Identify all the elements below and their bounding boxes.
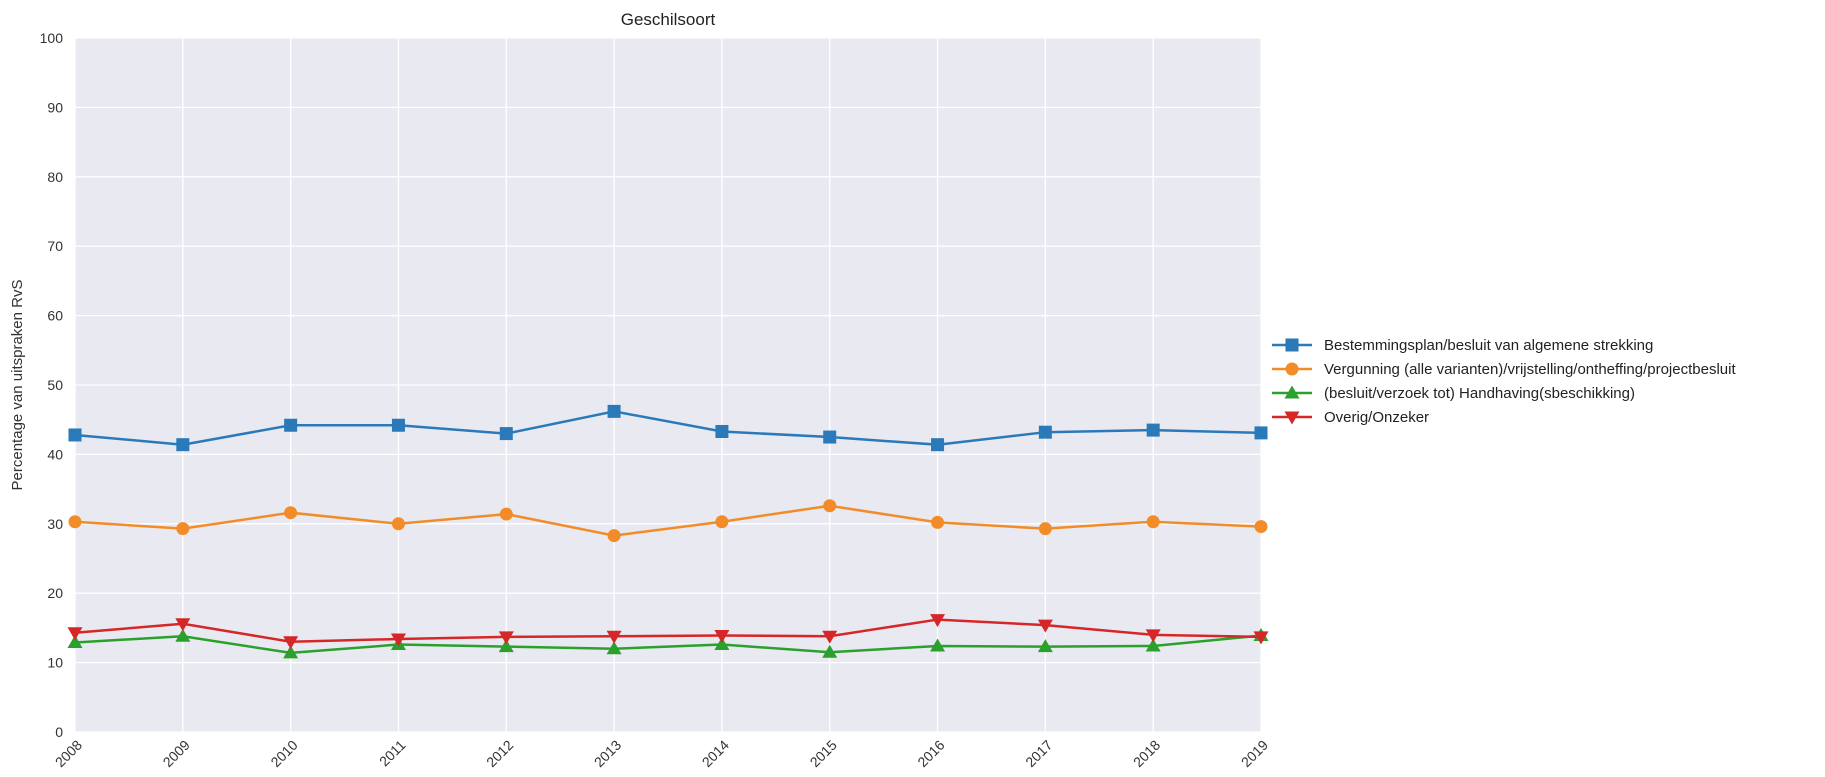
data-point <box>68 515 82 529</box>
legend-swatch-marker <box>1285 338 1299 352</box>
data-point <box>606 641 622 655</box>
data-point <box>823 430 837 444</box>
x-tick-label: 2016 <box>914 737 947 770</box>
y-tick-label: 40 <box>47 446 63 462</box>
y-tick-label: 70 <box>47 238 63 254</box>
chart-title: Geschilsoort <box>621 10 716 29</box>
legend-label: Bestemmingsplan/besluit van algemene str… <box>1324 337 1653 354</box>
data-point <box>1037 639 1053 653</box>
y-tick-label: 50 <box>47 377 63 393</box>
legend-label: Vergunning (alle varianten)/vrijstelling… <box>1324 361 1736 378</box>
x-tick-label: 2011 <box>376 737 409 770</box>
data-point <box>499 507 513 521</box>
x-tick-label: 2019 <box>1238 737 1271 770</box>
series-3 <box>67 628 1269 659</box>
y-tick-label: 30 <box>47 516 63 532</box>
data-point <box>1146 515 1160 529</box>
y-tick-label: 80 <box>47 169 63 185</box>
data-point <box>284 418 298 432</box>
y-tick-label: 60 <box>47 308 63 324</box>
legend-swatch-marker <box>1284 411 1300 425</box>
data-point <box>67 627 83 641</box>
series-line <box>74 634 1262 655</box>
series-line <box>74 410 1262 446</box>
x-tick-label: 2010 <box>267 737 300 770</box>
data-point <box>931 438 945 452</box>
data-point <box>607 404 621 418</box>
legend-item: Overig/Onzeker <box>1272 409 1429 426</box>
legend-item: (besluit/verzoek tot) Handhaving(sbeschi… <box>1272 385 1635 402</box>
data-point <box>823 499 837 513</box>
x-tick-label: 2014 <box>699 737 732 770</box>
data-point <box>68 428 82 442</box>
y-tick-label: 0 <box>55 724 63 740</box>
data-point <box>930 638 946 652</box>
legend-item: Vergunning (alle varianten)/vrijstelling… <box>1272 361 1736 378</box>
series-line <box>74 504 1262 537</box>
data-point <box>715 515 729 529</box>
x-tick-label: 2013 <box>591 737 624 770</box>
series-4 <box>67 614 1269 650</box>
series-2 <box>68 499 1268 543</box>
data-point <box>1253 631 1269 645</box>
data-point <box>930 614 946 628</box>
series-layer <box>67 404 1269 659</box>
y-axis-label: Percentage van uitspraken RvS <box>9 280 26 491</box>
y-tick-label: 90 <box>47 99 63 115</box>
data-point <box>176 522 190 536</box>
y-tick-label: 10 <box>47 655 63 671</box>
data-point <box>284 506 298 520</box>
data-point <box>1037 619 1053 633</box>
series-line <box>74 618 1262 644</box>
x-tick-label: 2008 <box>52 737 85 770</box>
data-point <box>499 427 513 441</box>
data-point <box>714 630 730 644</box>
data-point <box>176 438 190 452</box>
data-point <box>498 639 514 653</box>
data-point <box>283 645 299 659</box>
data-point <box>1145 638 1161 652</box>
x-tick-label: 2018 <box>1130 737 1163 770</box>
data-point <box>283 636 299 650</box>
legend-swatch-marker <box>1284 385 1300 399</box>
data-point <box>1038 425 1052 439</box>
data-point <box>714 637 730 651</box>
x-tick-label: 2015 <box>807 737 840 770</box>
data-point <box>390 633 406 647</box>
data-point <box>175 628 191 642</box>
data-point <box>498 631 514 645</box>
data-point <box>391 517 405 531</box>
legend: Bestemmingsplan/besluit van algemene str… <box>1272 337 1736 426</box>
x-tick-labels: 2008 2009 2010 2011 2012 2013 2014 2015 2016 2017… <box>52 737 1271 770</box>
data-point <box>606 630 622 644</box>
legend-swatch-marker <box>1285 362 1299 376</box>
y-tick-label: 20 <box>47 585 63 601</box>
data-point <box>175 618 191 632</box>
data-point <box>607 529 621 543</box>
data-point <box>822 644 838 658</box>
x-tick-label: 2012 <box>483 737 516 770</box>
data-point <box>67 634 83 648</box>
legend-item: Bestemmingsplan/besluit van algemene str… <box>1272 337 1653 354</box>
data-point <box>1254 426 1268 440</box>
y-tick-label: 100 <box>40 30 64 46</box>
data-point <box>931 515 945 529</box>
legend-label: (besluit/verzoek tot) Handhaving(sbeschi… <box>1324 385 1635 402</box>
y-tick-labels: 0 10 20 30 40 50 60 70 80 90 100 <box>40 30 64 740</box>
data-point <box>391 418 405 432</box>
data-point <box>715 424 729 438</box>
data-point <box>1145 629 1161 643</box>
series-1 <box>68 404 1268 452</box>
data-point <box>822 630 838 644</box>
data-point <box>1146 423 1160 437</box>
x-tick-label: 2009 <box>160 737 193 770</box>
x-tick-label: 2017 <box>1022 737 1055 770</box>
data-point <box>1254 520 1268 534</box>
legend-label: Overig/Onzeker <box>1324 409 1429 426</box>
data-point <box>1038 522 1052 536</box>
